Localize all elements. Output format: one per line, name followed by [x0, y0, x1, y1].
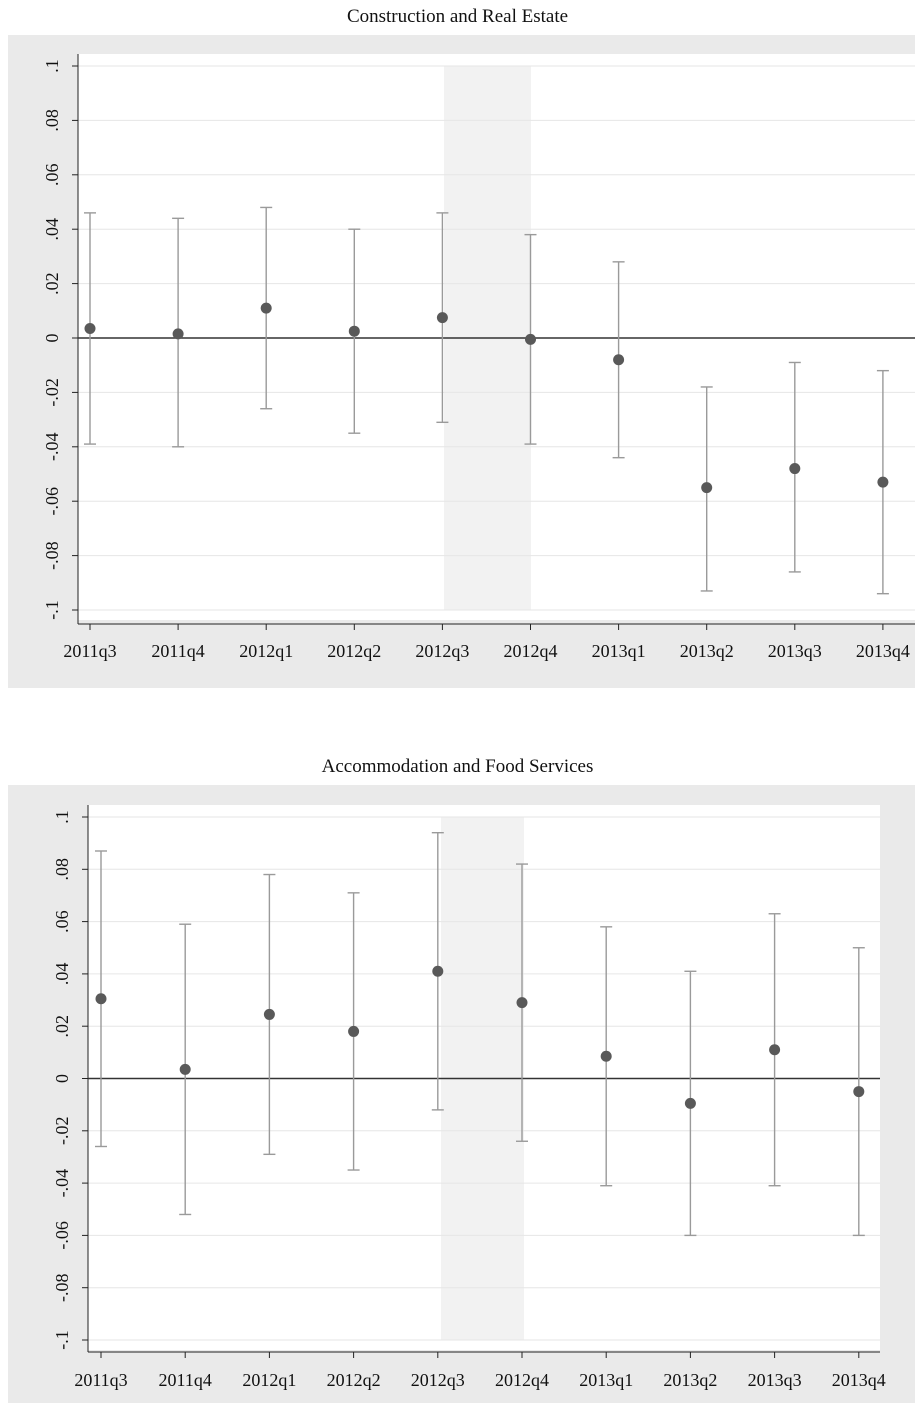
- chart-2-point-2012q3: [432, 965, 444, 977]
- chart-1-x-tick-label-1: 2011q4: [151, 641, 204, 661]
- chart-2-x-tick-label-3: 2012q2: [327, 1370, 381, 1390]
- chart-1-x-tick-label-6: 2013q1: [592, 641, 646, 661]
- chart-1-point-2013q1: [613, 354, 625, 366]
- chart-1-y-tick-label-0: .1: [42, 59, 62, 73]
- chart-1-point-2012q1: [260, 302, 272, 314]
- chart-1-title: Construction and Real Estate: [346, 6, 569, 27]
- chart-1-point-2013q4: [877, 476, 889, 488]
- chart-2-x-tick-label-1: 2011q4: [159, 1370, 212, 1390]
- chart-1-x-tick-label-9: 2013q4: [856, 641, 910, 661]
- chart-2-x-tick-label-8: 2013q3: [748, 1370, 802, 1390]
- chart-2-y-tick-label-3: .04: [52, 963, 72, 986]
- chart-2-y-tick-label-2: .06: [52, 910, 72, 933]
- chart-2-y-tick-label-1: .08: [52, 858, 72, 881]
- chart-2-point-2012q4: [516, 997, 528, 1009]
- chart-1-x-tick-label-2: 2012q1: [239, 641, 293, 661]
- chart-1-y-tick-label-2: .06: [42, 164, 62, 187]
- chart-2-x-tick-label-7: 2013q2: [663, 1370, 717, 1390]
- chart-1-y-tick-label-8: -.06: [42, 487, 62, 516]
- chart-1-x-tick-label-8: 2013q3: [768, 641, 822, 661]
- chart-1-point-2011q3: [84, 322, 96, 334]
- chart-2-x-tick-label-9: 2013q4: [832, 1370, 886, 1390]
- chart-1-y-tick-label-10: -.1: [42, 600, 62, 620]
- chart-2-point-2011q4: [179, 1063, 191, 1075]
- chart-1-point-2012q3: [436, 312, 448, 324]
- chart-2-point-2013q4: [853, 1086, 865, 1098]
- chart-2-point-2013q2: [684, 1097, 696, 1109]
- chart-1-y-tick-label-1: .08: [42, 109, 62, 131]
- chart-2-point-2012q1: [263, 1008, 275, 1020]
- chart-2-x-tick-label-0: 2011q3: [74, 1370, 127, 1390]
- chart-2-x-tick-label-2: 2012q1: [242, 1370, 296, 1390]
- chart-2-y-tick-label-8: -.06: [52, 1221, 72, 1250]
- chart-1-y-tick-label-5: 0: [42, 334, 62, 343]
- chart-2-title: Accommodation and Food Services: [321, 756, 594, 777]
- chart-1-x-tick-label-5: 2012q4: [504, 641, 558, 661]
- chart-2-point-2011q3: [95, 993, 107, 1005]
- chart-2-point-2013q1: [600, 1050, 612, 1062]
- chart-2-point-2013q3: [769, 1044, 781, 1056]
- chart-1-y-tick-label-3: .04: [42, 218, 62, 241]
- chart-1-x-tick-label-0: 2011q3: [63, 641, 116, 661]
- chart-1-y-tick-label-4: .02: [42, 272, 62, 295]
- chart-2-x-tick-label-4: 2012q3: [411, 1370, 465, 1390]
- chart-1-point-2011q4: [172, 328, 184, 340]
- chart-2-point-2012q2: [348, 1025, 360, 1037]
- chart-2-y-tick-label-7: -.04: [52, 1169, 72, 1198]
- chart-1-x-tick-label-7: 2013q2: [680, 641, 734, 661]
- chart-2-y-tick-label-6: -.02: [52, 1117, 72, 1146]
- chart-2-y-tick-label-10: -.1: [52, 1330, 72, 1350]
- chart-1-point-2013q3: [789, 463, 801, 475]
- chart-1-x-tick-label-4: 2012q3: [415, 641, 469, 661]
- chart-2-y-tick-label-4: .02: [52, 1015, 72, 1038]
- chart-2-x-tick-label-6: 2013q1: [579, 1370, 633, 1390]
- chart-1-y-tick-label-7: -.04: [42, 433, 62, 462]
- chart-2-y-tick-label-5: 0: [52, 1074, 72, 1083]
- chart-1-y-tick-label-9: -.08: [42, 541, 62, 570]
- chart-2-y-tick-label-0: .1: [52, 810, 72, 824]
- chart-1-point-2013q2: [701, 482, 713, 494]
- chart-1-x-tick-label-3: 2012q2: [327, 641, 381, 661]
- chart-1-point-2012q2: [348, 325, 360, 337]
- chart-2-x-tick-label-5: 2012q4: [495, 1370, 549, 1390]
- chart-1-y-tick-label-6: -.02: [42, 378, 62, 407]
- chart-2-y-tick-label-9: -.08: [52, 1273, 72, 1302]
- chart-1-point-2012q4: [525, 333, 536, 345]
- chart-1-construction-real-estate: .1 .08 .06 .04 .02 0 -.02 -.04 -.06 -.08 -.1 2011q3…: [42, 54, 915, 661]
